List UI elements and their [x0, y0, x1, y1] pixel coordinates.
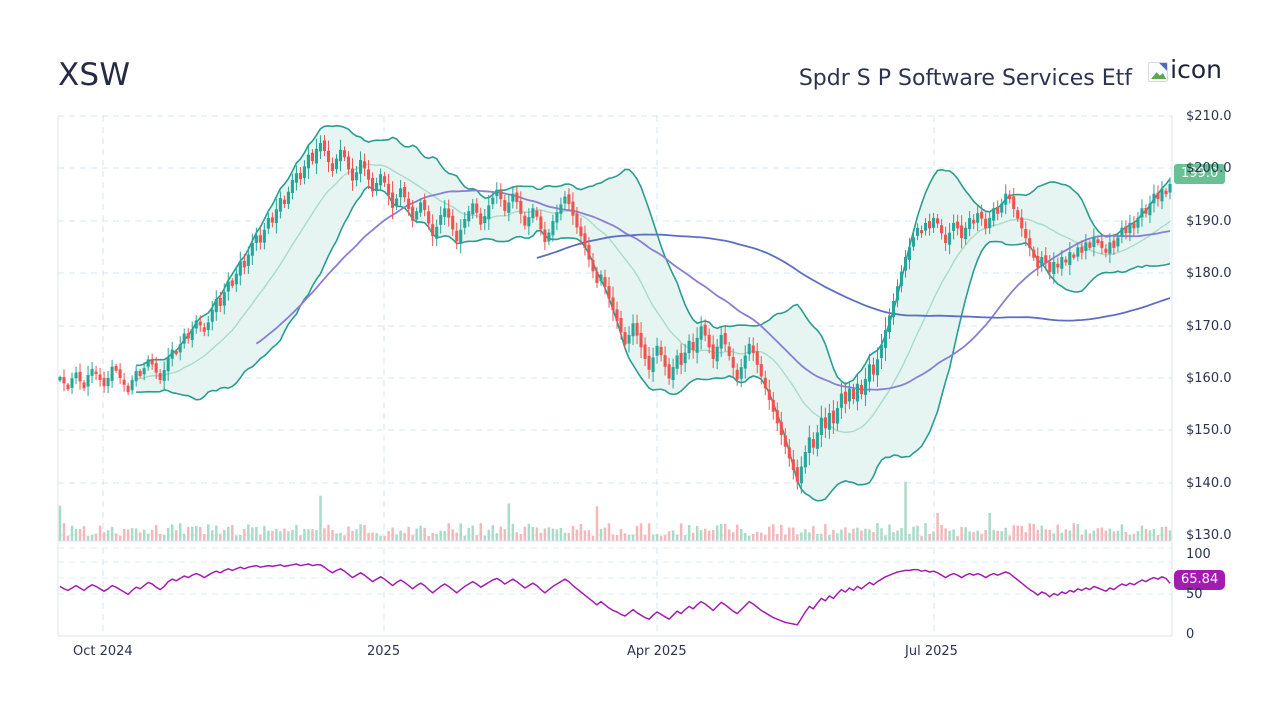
chart-svg	[57, 115, 1173, 637]
price-axis-tick: $190.0	[1186, 214, 1232, 229]
price-axis-tick: $180.0	[1186, 266, 1232, 281]
chart-header: XSW Spdr S P Software Services Etf icon	[0, 0, 1280, 110]
last-price-badge: 199.0	[1174, 164, 1226, 184]
date-axis-tick: 2025	[367, 644, 401, 659]
date-axis-tick: Oct 2024	[73, 644, 133, 659]
rsi-axis-tick: 50	[1186, 587, 1203, 602]
brand-logo: icon	[1148, 55, 1222, 84]
date-axis-tick: Apr 2025	[627, 644, 687, 659]
date-axis-tick: Jul 2025	[905, 644, 958, 659]
price-axis-tick: $170.0	[1186, 319, 1232, 334]
rsi-axis-tick: 0	[1186, 627, 1195, 642]
price-axis-tick: $200.0	[1186, 161, 1232, 176]
broken-image-mountain	[1151, 72, 1167, 79]
security-name: Spdr S P Software Services Etf	[798, 66, 1132, 91]
candlestick-layer	[58, 135, 1172, 494]
broken-image-corner	[1159, 63, 1168, 71]
price-axis-tick: $150.0	[1186, 423, 1232, 438]
broken-image-icon	[1148, 62, 1169, 82]
rsi-value-badge: 65.84	[1174, 570, 1226, 590]
price-axis-tick: $160.0	[1186, 371, 1232, 386]
ticker-symbol: XSW	[58, 57, 131, 93]
axis-frame-layer	[57, 116, 1173, 637]
volume-layer	[58, 481, 1172, 541]
broken-image-alt-text: icon	[1170, 55, 1222, 84]
price-axis-tick: $130.0	[1186, 528, 1232, 543]
rsi-layer	[59, 563, 1171, 626]
price-axis-tick: $210.0	[1186, 109, 1232, 124]
price-axis-tick: $140.0	[1186, 476, 1232, 491]
rsi-axis-tick: 100	[1186, 547, 1211, 562]
chart-canvas	[0, 108, 1280, 668]
